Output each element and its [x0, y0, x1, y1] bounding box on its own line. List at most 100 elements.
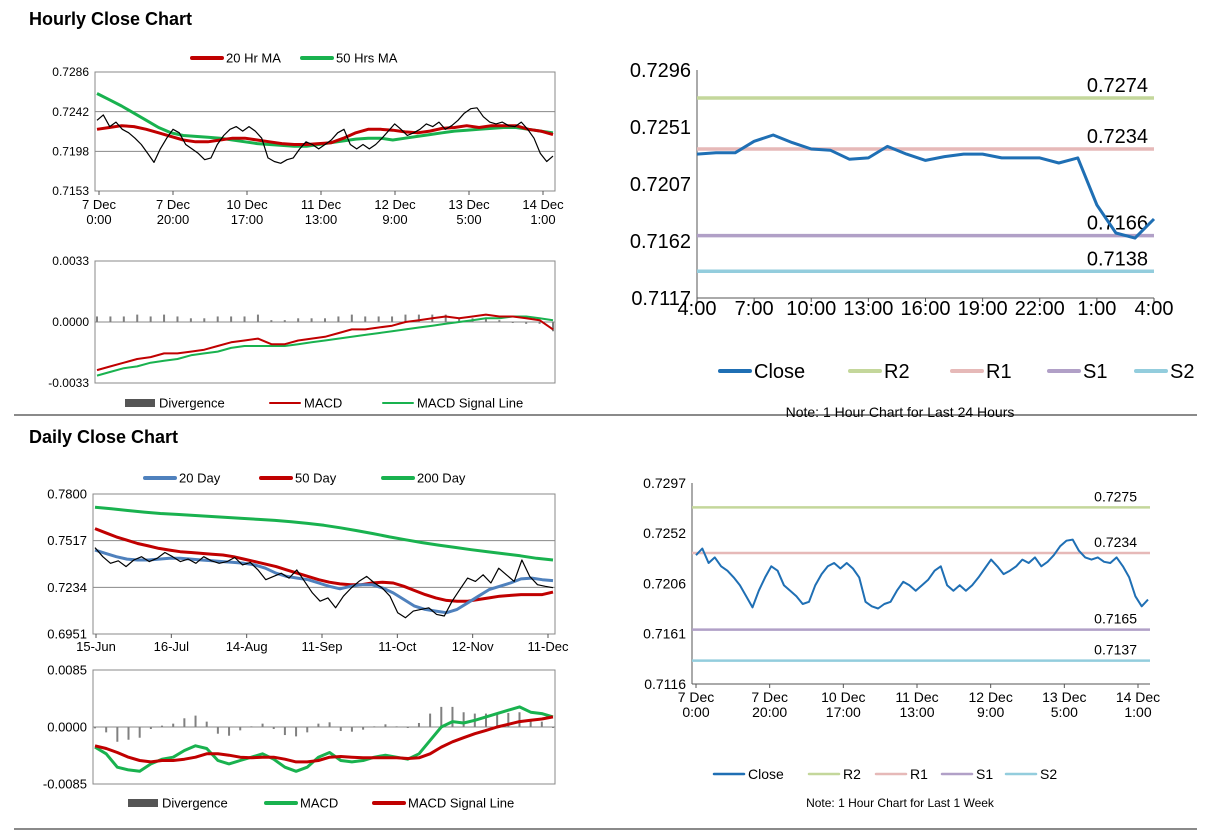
hourly-divergence-bar	[377, 316, 380, 322]
daily-levels-note: Note: 1 Hour Chart for Last 1 Week	[806, 796, 995, 810]
hourly-levels-x-tick-label: 10:00	[786, 298, 836, 320]
daily-price-legend-label: 20 Day	[179, 471, 221, 486]
daily-levels-legend-label: S2	[1040, 766, 1057, 782]
hourly-levels-y-tick-label: 0.7296	[630, 60, 691, 82]
hourly-divergence-bar	[109, 316, 112, 322]
hourly-divergence-bar	[324, 318, 326, 322]
hourly-macd-line	[96, 313, 554, 372]
daily-divergence-bar	[306, 727, 309, 733]
daily-levels-legend-label: R2	[843, 766, 861, 782]
daily-divergence-bar	[552, 727, 554, 728]
hourly-level-s1-label: 0.7166	[1087, 213, 1148, 235]
hourly-price-x-tick-label: 7 Dec	[156, 197, 190, 212]
hourly-levels-x-tick-label: 22:00	[1015, 298, 1065, 320]
daily-divergence-bar	[384, 724, 387, 727]
hourly-price-x-tick-label: 11 Dec	[301, 197, 342, 212]
hourly-divergence-bar	[350, 314, 353, 322]
daily-levels-y-tick-label: 0.7206	[643, 575, 686, 591]
daily-levels-x-tick-label: 11 Dec	[895, 689, 938, 705]
hourly-level-r1-label: 0.7234	[1087, 126, 1148, 148]
hourly-macd-y-tick-label: -0.0033	[48, 376, 89, 390]
hourly-macd-y-tick-label: 0.0000	[52, 315, 89, 329]
hourly-price-x-tick-label: 20:00	[157, 212, 190, 227]
daily-divergence-bar	[261, 723, 264, 727]
hourly-divergence-bar	[176, 316, 179, 322]
hourly-price-y-tick-label: 0.7153	[52, 184, 89, 198]
hourly-divergence-bar	[417, 314, 420, 322]
hourly-macd-y-tick-label: 0.0033	[52, 254, 89, 268]
hourly-divergence-bar	[163, 314, 166, 322]
daily-divergence-bar	[440, 706, 443, 727]
hourly-divergence-bar	[216, 316, 219, 322]
hourly-levels-x-tick-label: 13:00	[843, 298, 893, 320]
daily-divergence-bar	[406, 727, 409, 728]
daily-price-x-tick-label: 11-Sep	[302, 639, 343, 654]
hourly-50hr-ma-line	[96, 92, 554, 148]
daily-divergence-bar	[362, 727, 365, 730]
hourly-divergence-bar	[404, 314, 407, 322]
hourly-price-x-tick-label: 9:00	[382, 212, 407, 227]
daily-price-x-tick-label: 11-Dec	[528, 639, 569, 654]
daily-level-r1-label: 0.7234	[1094, 534, 1137, 550]
hourly-levels-y-tick-label: 0.7162	[630, 231, 691, 253]
daily-levels-y-tick-label: 0.7252	[643, 525, 686, 541]
daily-levels-x-tick-label: 7 Dec	[678, 689, 715, 705]
hourly-divergence-bar	[149, 316, 152, 322]
daily-levels-x-tick-label: 14 Dec	[1116, 689, 1160, 705]
daily-levels-x-tick-label: 9:00	[977, 704, 1004, 720]
hourly-divergence-bar	[498, 320, 501, 322]
daily-divergence-bar	[116, 727, 119, 742]
hourly-price-x-tick-label: 17:00	[231, 212, 264, 227]
daily-divergence-bar	[496, 713, 499, 727]
daily-section-title: Daily Close Chart	[29, 427, 179, 447]
daily-200day-ma-line	[94, 505, 554, 562]
hourly-macd-legend-label: MACD Signal Line	[417, 396, 523, 411]
hourly-levels-x-tick-label: 4:00	[1135, 298, 1174, 320]
daily-divergence-bar	[373, 726, 376, 728]
hourly-divergence-bar	[243, 316, 246, 322]
hourly-levels-x-tick-label: 19:00	[958, 298, 1008, 320]
hourly-levels-x-tick-label: 16:00	[900, 298, 950, 320]
daily-price-y-tick-label: 0.7800	[47, 487, 87, 502]
daily-divergence-bar	[417, 722, 420, 727]
daily-divergence-bar	[529, 718, 532, 727]
daily-divergence-bar	[395, 726, 398, 728]
hourly-divergence-bar	[136, 314, 139, 322]
hourly-macd-legend-swatch	[125, 399, 155, 407]
hourly-divergence-bar	[337, 316, 340, 322]
hourly-price-x-tick-label: 5:00	[456, 212, 481, 227]
daily-close-line	[94, 547, 554, 619]
daily-divergence-bar	[317, 723, 320, 727]
daily-divergence-bar	[161, 725, 164, 727]
hourly-price-x-tick-label: 14 Dec	[522, 197, 564, 212]
daily-divergence-bar	[250, 726, 253, 728]
hourly-levels-legend-label: R1	[986, 361, 1012, 383]
hourly-divergence-bar	[203, 318, 206, 322]
daily-divergence-bar	[328, 722, 331, 727]
daily-divergence-bar	[484, 713, 487, 727]
hourly-levels-y-tick-label: 0.7251	[630, 117, 691, 139]
hourly-levels-legend-label: Close	[754, 361, 805, 383]
daily-divergence-bar	[205, 721, 208, 727]
daily-price-x-tick-label: 11-Oct	[378, 639, 416, 654]
daily-levels-legend-label: Close	[748, 766, 784, 782]
hourly-level-r2-label: 0.7274	[1087, 75, 1148, 97]
hourly-price-x-tick-label: 13:00	[305, 212, 338, 227]
hourly-price-x-tick-label: 13 Dec	[448, 197, 490, 212]
hourly-price-legend-label: 50 Hrs MA	[336, 51, 398, 66]
hourly-price-x-tick-label: 0:00	[86, 212, 111, 227]
daily-price-legend-label: 50 Day	[295, 471, 337, 486]
daily-levels-y-tick-label: 0.7116	[644, 676, 686, 692]
bottom-divider	[14, 828, 1197, 830]
daily-price-legend-label: 200 Day	[417, 471, 466, 486]
hourly-levels-close-line	[696, 133, 1156, 240]
hourly-divergence-bar	[484, 318, 487, 322]
hourly-levels-legend-label: S1	[1083, 361, 1107, 383]
hourly-price-x-tick-label: 7 Dec	[82, 197, 116, 212]
daily-divergence-bar	[138, 727, 141, 738]
hourly-divergence-bar	[552, 322, 554, 332]
daily-levels-x-tick-label: 7 Dec	[751, 689, 788, 705]
daily-macd-y-tick-label: 0.0000	[47, 720, 87, 735]
daily-price-x-tick-label: 16-Jul	[154, 639, 190, 654]
hourly-levels-x-tick-label: 7:00	[735, 298, 774, 320]
